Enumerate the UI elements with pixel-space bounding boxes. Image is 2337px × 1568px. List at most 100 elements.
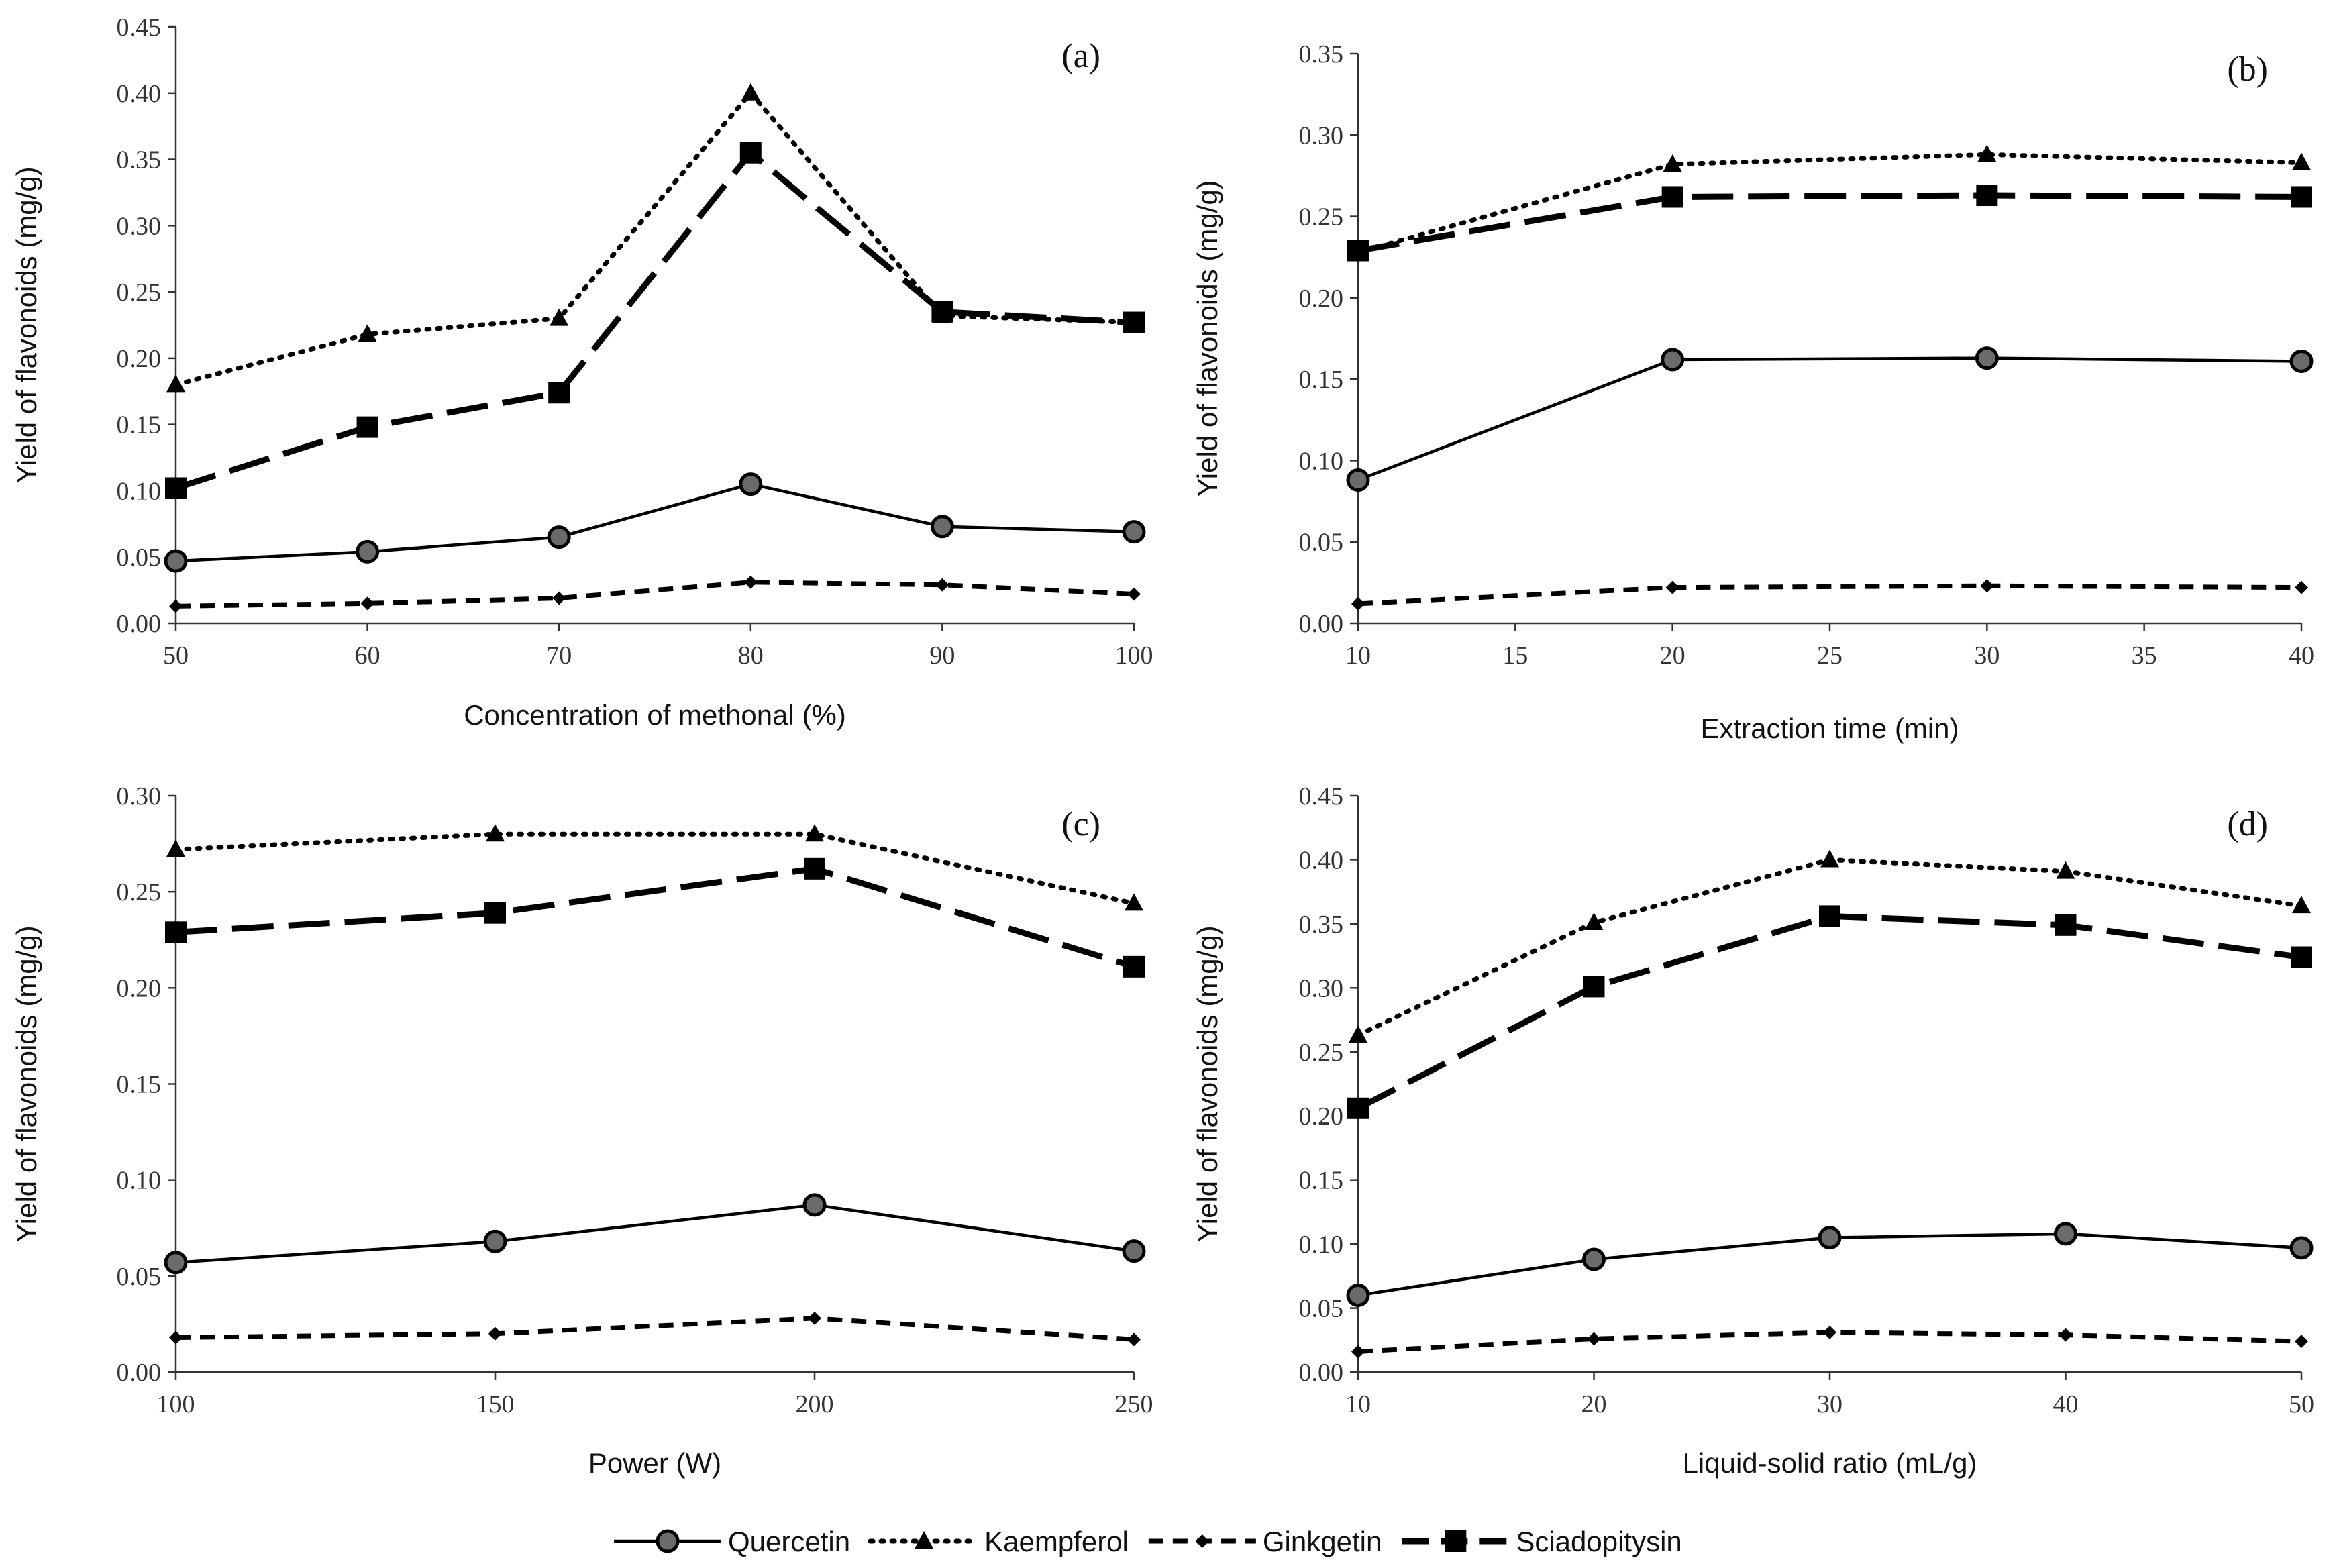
data-point-kaempferol — [1349, 1025, 1367, 1043]
series-line-quercetin — [175, 1203, 1135, 1265]
panel-label: (c) — [1061, 805, 1100, 843]
y-tick-label: 0.05 — [117, 1263, 162, 1291]
data-point-sciadopitysin — [931, 301, 953, 323]
series-line-kaempferol — [173, 91, 1137, 387]
data-point-kaempferol — [2292, 896, 2311, 914]
data-point-quercetin — [1582, 1247, 1606, 1271]
y-tick-label: 0.10 — [117, 1167, 162, 1195]
data-point-quercetin — [483, 1229, 507, 1253]
data-point-quercetin — [164, 549, 188, 573]
x-tick-label: 250 — [1115, 1390, 1153, 1418]
y-axis-title: Yield of flavonoids (mg/g) — [11, 166, 42, 483]
x-axis-title: Liquid-solid ratio (mL/g) — [1683, 1447, 1977, 1479]
data-point-ginkgetin — [552, 591, 566, 605]
data-point-ginkgetin — [1127, 587, 1141, 601]
panel-a: 0.00 0.05 0.10 0.15 0.20 0.25 0.30 0.35 0.40 0.45… — [11, 13, 1153, 731]
y-tick-label: 0.20 — [1299, 1102, 1344, 1131]
data-point-ginkgetin — [488, 1326, 502, 1341]
x-tick-label: 100 — [157, 1390, 195, 1418]
series-line-sciadopitysin — [1357, 192, 2302, 254]
x-tick-label: 30 — [1974, 641, 2000, 670]
x-tick-label: 150 — [476, 1390, 515, 1418]
y-tick-label: 0.40 — [1299, 846, 1344, 874]
data-point-kaempferol — [1125, 893, 1143, 911]
series-line-quercetin — [1357, 356, 2302, 482]
data-point-sciadopitysin — [1347, 1097, 1369, 1119]
data-point-kaempferol — [1584, 912, 1604, 930]
legend-marker-sciadopitysin — [1445, 1530, 1467, 1552]
y-tick-label: 0.15 — [1299, 1167, 1344, 1195]
y-tick-label: 0.05 — [1299, 529, 1344, 557]
series-line-kaempferol — [1355, 857, 2304, 1038]
series-line-sciadopitysin — [175, 866, 1135, 970]
data-point-ginkgetin — [1127, 1332, 1141, 1347]
legend-marker-ginkgetin — [1195, 1534, 1209, 1548]
x-tick-label: 50 — [163, 641, 189, 670]
data-point-quercetin — [1122, 520, 1146, 544]
legend-label: Ginkgetin — [1263, 1526, 1382, 1557]
data-point-sciadopitysin — [1583, 976, 1605, 998]
data-point-ginkgetin — [935, 578, 949, 592]
y-tick-label: 0.40 — [117, 80, 162, 108]
x-tick-label: 20 — [1581, 1390, 1607, 1418]
series-line-sciadopitysin — [1356, 912, 2302, 1111]
data-point-quercetin — [1346, 468, 1370, 492]
y-tick-label: 0.45 — [117, 13, 162, 42]
data-point-sciadopitysin — [484, 902, 506, 924]
y-tick-label: 0.00 — [117, 610, 162, 638]
data-point-kaempferol — [1663, 154, 1682, 172]
legend-item-ginkgetin: Ginkgetin — [1148, 1526, 1382, 1557]
y-tick-label: 0.35 — [117, 146, 162, 174]
x-tick-label: 15 — [1502, 641, 1528, 670]
data-point-sciadopitysin — [1976, 185, 1998, 207]
y-tick-label: 0.30 — [1299, 121, 1344, 150]
y-tick-label: 0.35 — [1299, 40, 1344, 68]
y-tick-label: 0.30 — [117, 782, 162, 811]
data-point-ginkgetin — [169, 599, 183, 613]
y-tick-label: 0.25 — [1299, 1039, 1344, 1067]
y-tick-label: 0.15 — [117, 411, 162, 439]
legend: Quercetin Kaempferol Ginkgetin Sciadopitysi… — [614, 1526, 1682, 1557]
panel-label: (d) — [2227, 805, 2268, 843]
data-point-sciadopitysin — [165, 477, 187, 499]
y-axis-title: Yield of flavonoids (mg/g) — [1192, 925, 1223, 1242]
y-tick-label: 0.10 — [117, 477, 162, 505]
data-point-quercetin — [930, 515, 954, 539]
y-tick-label: 0.25 — [117, 278, 162, 307]
data-point-sciadopitysin — [548, 382, 570, 404]
legend-label: Sciadopitysin — [1516, 1526, 1681, 1557]
data-point-kaempferol — [166, 374, 185, 393]
x-tick-label: 60 — [355, 641, 380, 670]
x-tick-label: 10 — [1345, 1390, 1371, 1418]
data-point-quercetin — [2054, 1222, 2077, 1246]
y-tick-label: 0.30 — [117, 212, 162, 240]
data-point-sciadopitysin — [739, 142, 762, 164]
x-axis-title: Concentration of methonal (%) — [464, 699, 846, 731]
data-point-ginkgetin — [169, 1330, 183, 1345]
data-point-quercetin — [547, 525, 571, 550]
x-axis-title: Power (W) — [588, 1447, 721, 1479]
x-tick-label: 200 — [796, 1390, 834, 1418]
data-point-kaempferol — [1820, 849, 1839, 868]
panel-label: (a) — [1061, 37, 1100, 75]
y-tick-label: 0.20 — [117, 974, 162, 1002]
data-point-sciadopitysin — [1123, 311, 1145, 333]
data-point-ginkgetin — [2295, 1335, 2308, 1349]
x-tick-label: 25 — [1817, 641, 1842, 670]
legend-label: Quercetin — [728, 1526, 850, 1557]
data-point-ginkgetin — [743, 575, 758, 589]
data-point-kaempferol — [550, 308, 569, 326]
y-tick-label: 0.25 — [1299, 203, 1344, 231]
x-tick-label: 40 — [2289, 641, 2314, 670]
panel-b: 0.00 0.05 0.10 0.15 0.20 0.25 0.30 0.35 10 15 20 25… — [1192, 40, 2314, 744]
data-point-sciadopitysin — [2291, 186, 2312, 208]
data-point-ginkgetin — [360, 596, 374, 611]
legend-label: Kaempferol — [984, 1526, 1129, 1557]
data-point-quercetin — [1818, 1226, 1842, 1250]
data-point-sciadopitysin — [1661, 186, 1683, 208]
y-tick-label: 0.20 — [117, 345, 162, 373]
y-tick-label: 0.05 — [117, 543, 162, 572]
data-point-ginkgetin — [1823, 1325, 1836, 1339]
y-tick-label: 0.10 — [1299, 447, 1344, 475]
